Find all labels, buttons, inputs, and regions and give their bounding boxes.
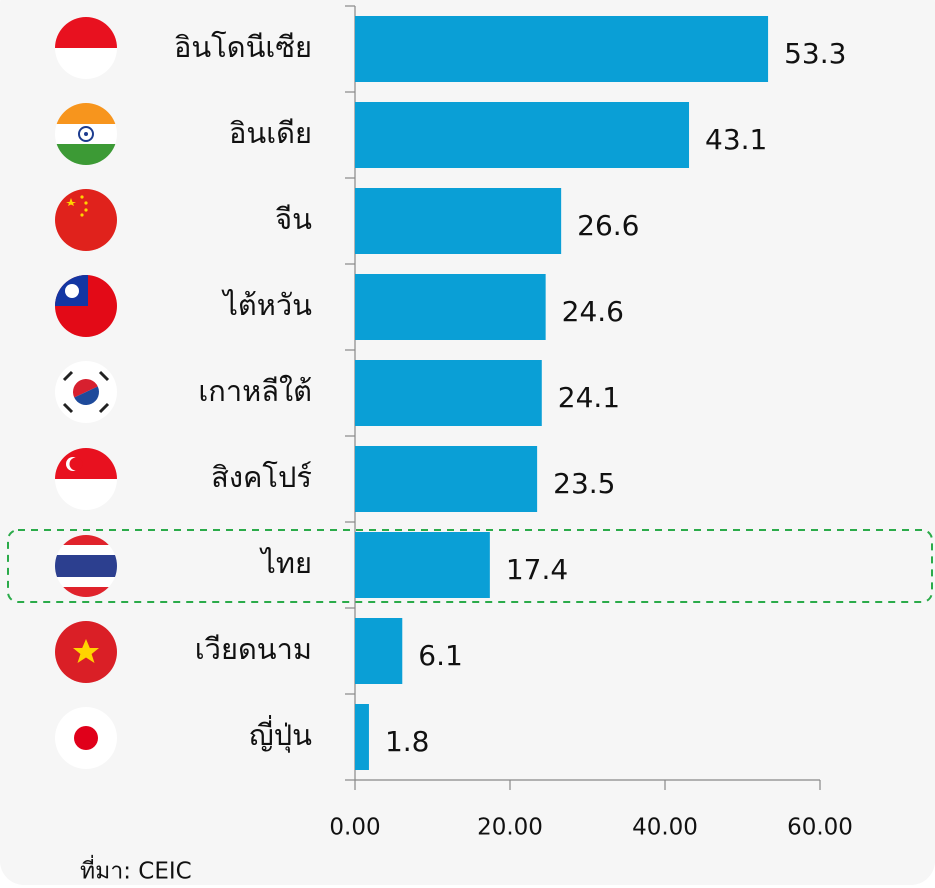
category-label: ญี่ปุ่น bbox=[249, 715, 312, 753]
value-label: 1.8 bbox=[385, 725, 430, 758]
flag bbox=[55, 275, 117, 337]
x-tick-label: 0.00 bbox=[329, 815, 380, 841]
value-label: 53.3 bbox=[784, 37, 846, 70]
bar bbox=[355, 102, 690, 168]
flag bbox=[55, 361, 117, 423]
bar bbox=[355, 360, 542, 426]
flag bbox=[55, 535, 117, 597]
x-tick-label: 60.00 bbox=[787, 815, 853, 841]
category-label: ไทย bbox=[259, 546, 312, 580]
value-label: 43.1 bbox=[705, 123, 767, 156]
bar bbox=[355, 446, 538, 512]
category-label: สิงคโปร์ bbox=[211, 460, 312, 494]
category-label: อินเดีย bbox=[229, 116, 312, 150]
bar bbox=[355, 532, 490, 598]
value-label: 17.4 bbox=[506, 553, 568, 586]
x-tick-label: 40.00 bbox=[632, 815, 698, 841]
source: ที่มา: CEIC bbox=[80, 855, 192, 885]
bar bbox=[355, 618, 403, 684]
flags bbox=[55, 17, 117, 769]
flag bbox=[55, 707, 117, 769]
category-label: จีน bbox=[275, 202, 312, 236]
flag bbox=[55, 189, 117, 251]
bar bbox=[355, 704, 369, 770]
value-label: 6.1 bbox=[418, 639, 463, 672]
bar bbox=[355, 16, 769, 82]
flag bbox=[55, 103, 117, 165]
flag bbox=[55, 17, 117, 79]
bar bbox=[355, 188, 562, 254]
value-label: 24.1 bbox=[558, 381, 620, 414]
x-tick-label: 20.00 bbox=[477, 815, 543, 841]
flag bbox=[55, 448, 117, 510]
value-label: 24.6 bbox=[562, 295, 624, 328]
value-label: 26.6 bbox=[577, 209, 639, 242]
bar bbox=[355, 274, 546, 340]
category-label: อินโดนีเซีย bbox=[174, 30, 312, 64]
value-label: 23.5 bbox=[553, 467, 615, 500]
flag bbox=[55, 621, 117, 683]
category-label: เวียดนาม bbox=[195, 632, 312, 666]
category-label: ไต้หวัน bbox=[221, 288, 312, 322]
category-label: เกาหลีใต้ bbox=[198, 374, 312, 408]
